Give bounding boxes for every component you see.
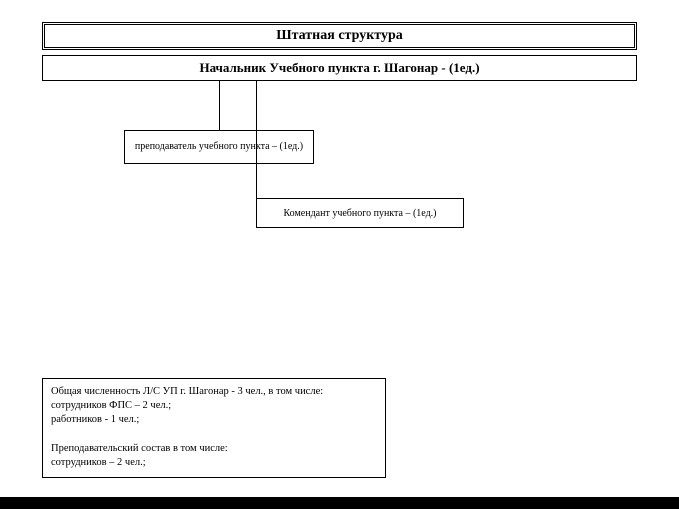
teacher-node-text: преподаватель учебного пункта – (1ед.)	[135, 141, 303, 154]
summary-line: работников - 1 чел.;	[51, 413, 377, 427]
commandant-node-text: Комендант учебного пункта – (1ед.)	[283, 208, 436, 219]
summary-box: Общая численность Л/С УП г. Шагонар - 3 …	[42, 378, 386, 478]
edge-head-teacher	[219, 81, 220, 130]
head-node: Начальник Учебного пункта г. Шагонар - (…	[42, 55, 637, 81]
summary-block-2: Преподавательский состав в том числе: со…	[51, 442, 377, 470]
chart-title-text: Штатная структура	[276, 28, 403, 44]
head-node-text: Начальник Учебного пункта г. Шагонар - (…	[199, 60, 479, 76]
summary-line: Преподавательский состав в том числе:	[51, 442, 377, 456]
commandant-node: Комендант учебного пункта – (1ед.)	[256, 198, 464, 228]
teacher-node: преподаватель учебного пункта – (1ед.)	[124, 130, 314, 164]
bottom-bar	[0, 497, 679, 509]
summary-line: сотрудников – 2 чел.;	[51, 456, 377, 470]
summary-block-1: Общая численность Л/С УП г. Шагонар - 3 …	[51, 385, 377, 428]
summary-line: сотрудников ФПС – 2 чел.;	[51, 399, 377, 413]
chart-title: Штатная структура	[42, 22, 637, 50]
summary-line: Общая численность Л/С УП г. Шагонар - 3 …	[51, 385, 377, 399]
org-chart-canvas: Штатная структура Начальник Учебного пун…	[0, 0, 679, 509]
